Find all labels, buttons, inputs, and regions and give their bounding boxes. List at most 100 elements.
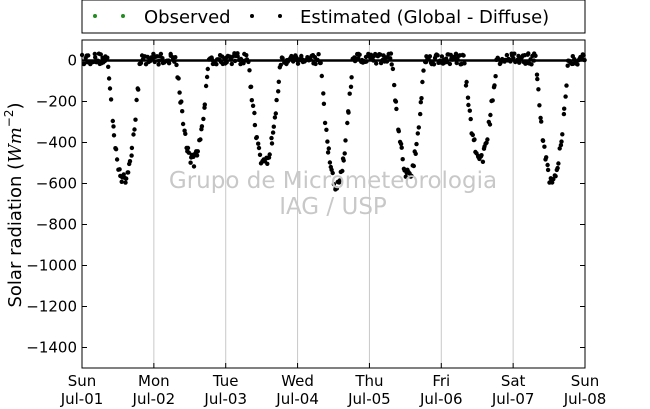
point-estimated: [232, 58, 238, 64]
point-estimated: [414, 141, 419, 147]
point-estimated: [331, 182, 337, 187]
point-estimated: [131, 132, 136, 137]
point-estimated: [539, 119, 544, 124]
point-estimated: [81, 61, 87, 67]
point-estimated: [256, 141, 261, 146]
y-axis-unit-close: ): [5, 102, 26, 109]
point-estimated: [110, 118, 116, 124]
point-estimated: [349, 75, 354, 80]
point-estimated: [321, 101, 327, 107]
point-estimated: [393, 99, 399, 104]
point-estimated: [280, 56, 285, 61]
point-estimated: [274, 97, 279, 103]
point-estimated: [111, 124, 116, 129]
point-estimated: [129, 145, 135, 151]
point-estimated: [174, 62, 179, 68]
watermark-line-2: IAG / USP: [279, 194, 387, 220]
x-tick-label-date: Jul-07: [491, 390, 535, 408]
point-estimated: [557, 146, 562, 151]
point-estimated: [512, 51, 517, 56]
point-estimated: [563, 94, 568, 99]
point-estimated: [346, 110, 351, 115]
point-estimated: [390, 66, 396, 72]
point-estimated: [409, 173, 414, 179]
point-estimated: [480, 159, 486, 164]
point-estimated: [504, 52, 510, 58]
point-estimated: [454, 60, 459, 66]
point-estimated: [204, 74, 210, 80]
point-estimated: [246, 59, 251, 65]
point-estimated: [536, 87, 541, 92]
point-estimated: [276, 79, 281, 85]
point-estimated: [254, 135, 259, 140]
point-estimated: [138, 60, 144, 66]
point-estimated: [470, 132, 475, 138]
point-estimated: [415, 131, 420, 136]
point-estimated: [133, 117, 138, 122]
point-estimated: [188, 160, 193, 165]
y-tick-label: −1200: [26, 298, 77, 316]
y-axis: 0 −200 −400 −600 −800 −1000 −1200 −1400: [26, 52, 585, 357]
point-estimated: [490, 98, 495, 103]
y-axis-unit-open: (: [5, 163, 26, 170]
point-estimated: [427, 54, 433, 59]
point-estimated: [413, 151, 418, 156]
point-estimated: [315, 57, 320, 63]
point-estimated: [183, 131, 188, 136]
point-estimated: [388, 56, 393, 61]
point-estimated: [106, 76, 112, 81]
point-estimated: [198, 137, 203, 142]
point-estimated: [419, 96, 424, 101]
point-estimated: [203, 83, 209, 89]
point-estimated: [238, 56, 244, 62]
point-estimated: [173, 55, 178, 60]
point-estimated: [185, 145, 191, 151]
x-tick-label-day: Tue: [212, 372, 239, 390]
point-estimated: [136, 87, 141, 92]
point-estimated: [152, 59, 157, 65]
point-estimated: [392, 82, 397, 88]
point-estimated: [269, 141, 275, 146]
point-estimated: [528, 57, 533, 62]
point-estimated: [418, 100, 423, 105]
point-estimated: [461, 53, 466, 58]
point-estimated: [156, 58, 162, 63]
y-tick-label: −400: [36, 134, 77, 152]
point-estimated: [488, 112, 493, 118]
point-estimated: [247, 68, 252, 73]
point-estimated: [531, 58, 537, 63]
point-estimated: [431, 62, 437, 67]
point-estimated: [558, 142, 564, 148]
point-estimated: [160, 56, 165, 61]
point-estimated: [105, 55, 110, 60]
point-estimated: [398, 141, 404, 147]
point-estimated: [158, 51, 164, 57]
point-estimated: [526, 51, 531, 56]
point-estimated: [278, 62, 283, 68]
point-estimated: [443, 56, 449, 61]
point-estimated: [337, 178, 342, 183]
point-estimated: [534, 72, 540, 77]
point-estimated: [533, 53, 538, 58]
point-estimated: [313, 61, 318, 67]
point-estimated: [467, 108, 472, 113]
y-tick-label: 0: [67, 52, 77, 70]
point-estimated: [325, 150, 331, 155]
point-estimated: [448, 52, 453, 58]
point-estimated: [117, 167, 122, 172]
point-estimated: [345, 120, 350, 126]
point-estimated: [416, 125, 421, 130]
point-estimated: [195, 149, 200, 154]
x-tick-label-date: Jul-05: [347, 390, 391, 408]
point-estimated: [511, 55, 516, 61]
point-estimated: [108, 97, 114, 102]
point-estimated: [321, 91, 326, 96]
gridlines: [153, 40, 514, 368]
point-estimated: [555, 165, 560, 171]
y-axis-title: Solar radiation (Wm−2): [2, 102, 26, 307]
point-estimated: [265, 161, 270, 166]
x-tick-label-date: Jul-04: [275, 390, 319, 408]
point-estimated: [371, 58, 376, 63]
point-estimated: [537, 103, 542, 108]
point-estimated: [330, 170, 335, 176]
